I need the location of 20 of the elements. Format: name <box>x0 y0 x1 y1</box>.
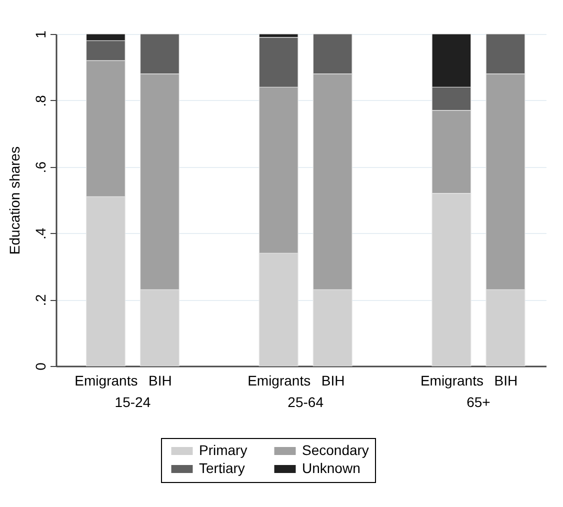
legend-label: Unknown <box>302 460 360 476</box>
y-tick-label: .4 <box>32 228 48 240</box>
y-tick-label: .2 <box>32 294 48 306</box>
y-axis-title: Education shares <box>6 146 22 255</box>
x-tick-label: BIH <box>148 372 172 388</box>
x-tick-label: Emigrants <box>420 372 484 388</box>
x-tick-label: BIH <box>321 372 345 388</box>
y-tick-label: 0 <box>32 362 48 370</box>
x-tick-label: Emigrants <box>248 372 311 388</box>
legend-label: Secondary <box>302 442 369 458</box>
legend-label: Tertiary <box>199 460 245 476</box>
y-tick-label: 1 <box>32 30 48 38</box>
text: 25-64 <box>288 394 324 410</box>
text: 15-24 <box>114 394 151 410</box>
y-tick-label: .8 <box>32 94 48 107</box>
text: 65+ <box>466 394 490 410</box>
x-tick-label: BIH <box>494 372 518 388</box>
x-tick-label: Emigrants <box>74 372 138 388</box>
y-tick-label: .6 <box>32 161 48 174</box>
legend-label: Primary <box>199 442 248 458</box>
